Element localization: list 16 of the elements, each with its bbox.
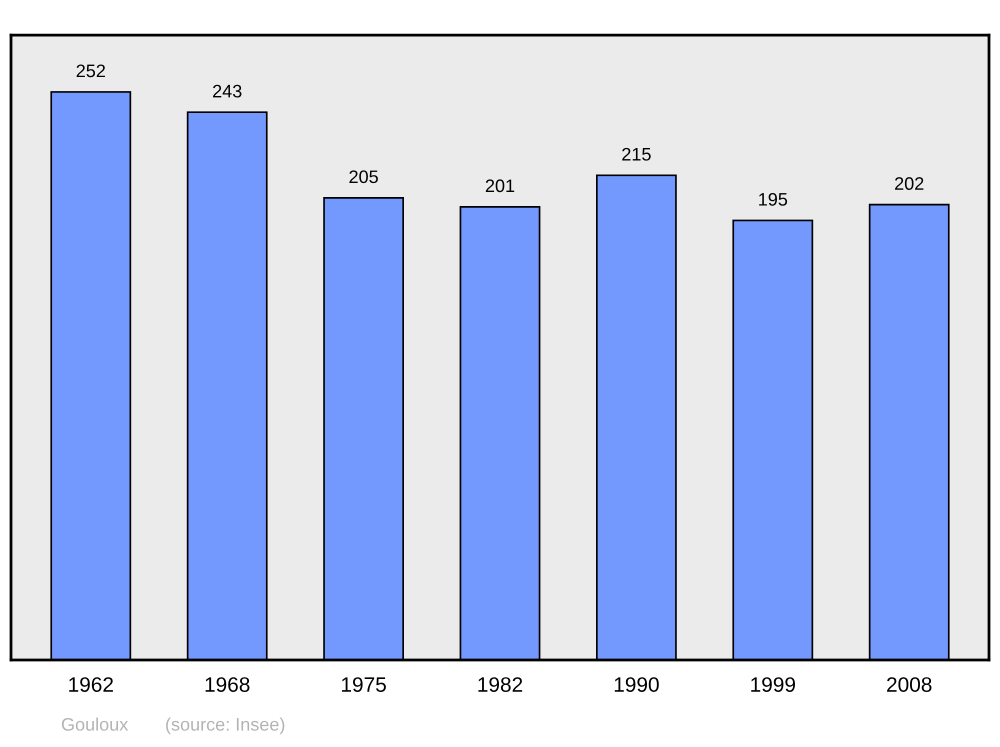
x-tick-label: 1990 [614,677,659,692]
x-tick-label: 1968 [206,677,250,692]
data-label: 205 [349,170,378,184]
x-tick-label: 1975 [342,677,386,692]
x-tick-label: 1962 [69,677,113,692]
x-tick-label: 1982 [478,677,522,692]
x-tick-label: 1999 [751,677,795,692]
data-label: 195 [759,192,788,206]
data-label: 201 [486,179,514,192]
data-label: 202 [895,177,924,190]
text: Gouloux [62,717,128,731]
x-tick-label: 2008 [887,677,932,692]
text: (source: Insee) [166,717,284,734]
data-label: 215 [622,148,651,161]
data-label: 252 [76,64,105,78]
data-label: 243 [213,84,242,98]
